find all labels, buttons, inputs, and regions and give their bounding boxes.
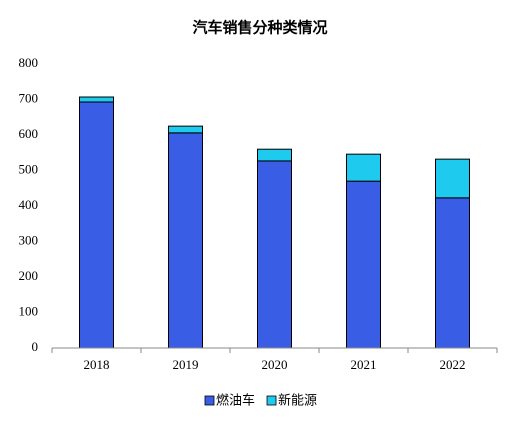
chart-title: 汽车销售分种类情况 bbox=[192, 19, 327, 37]
x-tick-label: 2018 bbox=[84, 357, 110, 372]
bar-segment bbox=[435, 158, 470, 199]
bar-segment bbox=[79, 96, 114, 103]
x-tick-label: 2022 bbox=[440, 357, 466, 372]
legend-label: 新能源 bbox=[278, 393, 317, 409]
x-tick-label: 2021 bbox=[351, 357, 377, 372]
x-tick-label: 2019 bbox=[173, 357, 199, 372]
bar-segment bbox=[257, 148, 292, 162]
legend-swatch bbox=[266, 395, 277, 406]
legend-label: 燃油车 bbox=[216, 393, 255, 409]
bar-segment bbox=[79, 101, 114, 349]
bar-segment bbox=[168, 132, 203, 349]
y-tick-label: 600 bbox=[19, 126, 39, 141]
y-tick-label: 300 bbox=[19, 232, 39, 247]
y-tick-label: 700 bbox=[19, 90, 39, 105]
bar-segment bbox=[257, 160, 292, 349]
y-tick-label: 800 bbox=[19, 55, 39, 70]
bar-segment bbox=[435, 197, 470, 349]
bar-segment bbox=[168, 125, 203, 134]
y-tick-label: 0 bbox=[32, 339, 39, 354]
bar-segment bbox=[346, 153, 381, 182]
bar-segment bbox=[346, 180, 381, 349]
x-tick-label: 2020 bbox=[262, 357, 288, 372]
y-tick-label: 200 bbox=[19, 268, 39, 283]
y-tick-label: 500 bbox=[19, 161, 39, 176]
y-tick-label: 400 bbox=[19, 197, 39, 212]
legend-swatch bbox=[204, 395, 215, 406]
y-tick-label: 100 bbox=[19, 303, 39, 318]
